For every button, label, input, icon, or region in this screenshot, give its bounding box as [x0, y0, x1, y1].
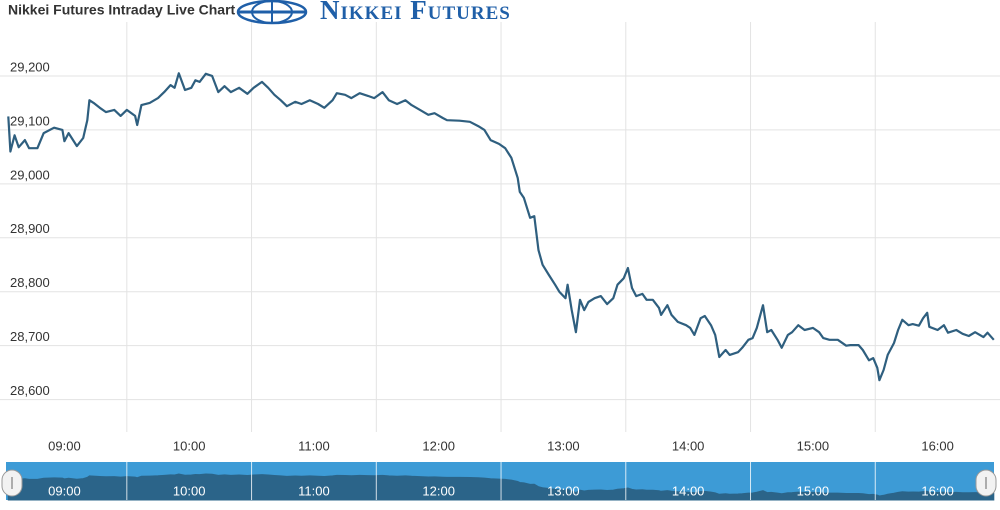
logo: Nikkei Futures [236, 0, 511, 25]
y-tick-label: 29,000 [10, 167, 50, 182]
plot [7, 72, 995, 382]
y-tick-label: 29,100 [10, 113, 50, 128]
grid: 28,600 28,700 28,800 28,900 29,000 29,100 29,2… [0, 22, 1000, 453]
x-tick-label: 13:00 [547, 438, 580, 453]
navigator-tick-label: 14:00 [672, 483, 705, 498]
navigator-tick-label: 10:00 [173, 483, 206, 498]
navigator-tick-label: 12:00 [422, 483, 455, 498]
x-tick-label: 14:00 [672, 438, 705, 453]
navigator-tick-label: 11:00 [298, 483, 330, 498]
x-tick-label: 11:00 [298, 438, 330, 453]
x-tick-label: 09:00 [48, 438, 81, 453]
y-tick-label: 28,600 [10, 383, 50, 398]
navigator-tick-label: 09:00 [48, 483, 81, 498]
x-tick-label: 12:00 [422, 438, 455, 453]
x-tick-label: 10:00 [173, 438, 206, 453]
x-tick-label: 15:00 [797, 438, 830, 453]
y-tick-label: 28,900 [10, 221, 50, 236]
navigator-tick-label: 16:00 [921, 483, 954, 498]
chart-title: Nikkei Futures Intraday Live Chart [8, 2, 236, 18]
navigator-tick-label: 13:00 [547, 483, 580, 498]
y-tick-label: 29,200 [10, 59, 50, 74]
navigator-tick-label: 15:00 [797, 483, 830, 498]
navigator: 09:00 10:00 11:00 12:00 13:00 14:00 15:00 16:00 [1, 462, 997, 501]
x-tick-label: 16:00 [921, 438, 954, 453]
y-tick-label: 28,700 [10, 329, 50, 344]
logo-text: Nikkei Futures [320, 0, 511, 25]
y-tick-label: 28,800 [10, 275, 50, 290]
price-line [7, 72, 995, 382]
